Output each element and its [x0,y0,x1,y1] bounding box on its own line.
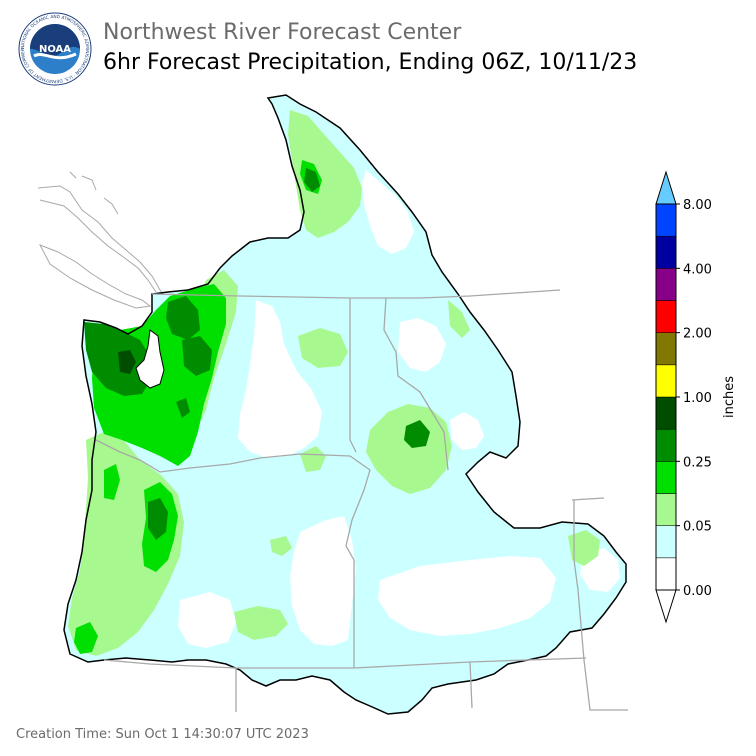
heavy-area-cascades-s [176,398,190,418]
legend-bin [655,428,677,462]
legend-under-arrow [655,589,677,624]
basin-dry-areas [178,170,620,648]
border-wa-id [349,298,357,453]
legend-tick-label: 0.25 [683,455,712,470]
legend-bin [655,525,677,559]
medium-area-s-coast [74,622,98,654]
dry-area-se-oregon [290,516,356,646]
forecast-basin [63,94,627,715]
dry-area-s-idaho [378,556,556,636]
light-area-clearwater [366,404,452,494]
border-nv-ut [235,661,473,712]
state-boundaries [95,289,628,712]
coastline-bc-1 [37,185,169,301]
map-subtitle: 6hr Forecast Precipitation, Ending 06Z, … [103,50,638,75]
legend-tick-label: 2.00 [683,327,712,342]
light-area-oregon-s [270,536,292,556]
logo-text: NOAA [39,44,71,55]
basin-very-heavy-precip [118,350,136,374]
legend-bin [655,364,677,398]
heavy-area-bc-north [304,168,320,192]
border-wa-or [95,439,371,473]
light-area-blue-mtns-2 [300,446,326,472]
very-heavy-area-olympics [118,350,136,374]
heavy-area-cascades-n [166,296,200,340]
map-title: Northwest River Forecast Center [103,20,462,45]
legend-tick-label: 1.00 [683,391,712,406]
heavy-area-clearwater [404,420,430,448]
legend-bin [655,268,677,301]
noaa-logo: NATIONAL OCEANIC AND ATMOSPHERIC ADMINIS… [18,12,92,86]
dry-area-montana [450,412,484,450]
border-id-mt [383,297,449,471]
legend-color-bins [655,203,677,591]
legend-ticks: 0.00 0.05 0.25 1.00 2.00 4.00 8.00 [676,198,712,599]
legend-bin [655,332,677,366]
legend-bin [655,461,677,494]
legend-tick-label: 0.00 [683,584,712,599]
coastline-outlines [37,171,169,309]
legend-tick-label: 0.05 [683,520,712,535]
dry-area-bc-interior [362,170,414,254]
legend-bin [655,203,677,237]
dry-area-n-idaho [398,318,446,372]
border-or-id [345,469,371,668]
legend-bin [655,235,677,269]
dry-area-sw-oregon [178,592,236,648]
light-area-blue-mtns [298,328,348,368]
legend-tick-label: 4.00 [683,262,712,277]
legend-bin [655,396,677,430]
puget-sound [135,329,165,389]
basin-heavy-precip [84,168,430,540]
light-area-ne-wa [448,300,470,338]
legend-bin [655,557,677,591]
border-south [103,657,587,669]
puget-sound-inlet [135,329,165,389]
dry-area-central-wa [238,300,322,458]
heavy-area-olympics [84,322,152,396]
legend-tick-label: 8.00 [683,198,712,213]
coastline-bc-3 [69,171,119,215]
medium-area-coast-w [104,464,120,500]
coastline-bc-2 [39,199,157,293]
basin-outline [63,94,627,715]
coastline-vancouver-island [38,244,152,309]
legend-bin [655,493,677,526]
light-area-oregon-central [234,606,288,640]
border-canada-us [151,289,561,299]
legend-bin [655,300,677,333]
light-area-e-idaho [568,530,600,566]
legend-over-arrow [655,170,677,205]
legend-units-label: inches [722,376,737,418]
heavy-area-coast-s [148,498,168,540]
creation-time: Creation Time: Sun Oct 1 14:30:07 UTC 20… [16,727,309,742]
heavy-area-cascades-c [182,336,212,376]
border-id-wy [571,497,628,711]
light-area-bc-north [288,110,362,238]
